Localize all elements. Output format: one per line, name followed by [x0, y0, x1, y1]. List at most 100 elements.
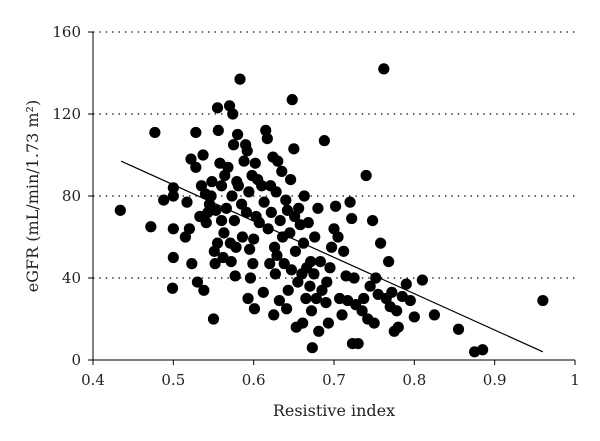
- data-point-97: [282, 284, 294, 296]
- data-point-7: [167, 190, 179, 202]
- data-point-50: [230, 241, 242, 253]
- data-point-25: [205, 190, 217, 202]
- x-tick-label-3: 0.7: [322, 371, 346, 389]
- data-point-101: [286, 94, 298, 106]
- data-point-60: [241, 145, 253, 157]
- data-point-67: [248, 233, 260, 245]
- data-point-135: [332, 231, 344, 243]
- data-point-102: [288, 143, 300, 155]
- data-point-144: [348, 272, 360, 284]
- data-point-47: [227, 139, 240, 151]
- data-point-55: [236, 198, 248, 210]
- data-point-141: [344, 196, 356, 208]
- data-point-38: [218, 227, 230, 239]
- data-point-167: [404, 294, 416, 307]
- data-point-117: [305, 256, 317, 268]
- data-point-83: [268, 309, 280, 321]
- data-point-10: [181, 196, 193, 208]
- data-point-8: [167, 182, 179, 194]
- data-point-19: [197, 149, 209, 161]
- data-point-127: [318, 135, 330, 147]
- data-point-94: [280, 194, 292, 206]
- data-point-16: [191, 276, 204, 288]
- data-point-171: [452, 323, 465, 335]
- data-point-20: [198, 284, 210, 296]
- data-point-128: [320, 297, 332, 309]
- data-point-26: [206, 176, 218, 188]
- data-point-138: [338, 245, 350, 257]
- data-point-68: [248, 303, 261, 315]
- x-tick-label-6: 1: [570, 371, 580, 389]
- data-point-157: [378, 63, 390, 75]
- data-point-73: [256, 180, 268, 192]
- data-point-33: [212, 124, 224, 136]
- data-point-56: [236, 231, 249, 243]
- data-point-142: [346, 212, 358, 225]
- data-point-74: [257, 286, 269, 298]
- data-points: [114, 63, 549, 358]
- data-point-29: [209, 258, 221, 270]
- data-point-62: [243, 186, 255, 198]
- data-point-169: [416, 274, 428, 286]
- x-tick-label-0: 0.4: [81, 371, 105, 389]
- data-point-41: [222, 161, 234, 173]
- data-point-132: [325, 241, 338, 253]
- data-point-149: [360, 169, 372, 182]
- x-axis-title: Resistive index: [273, 401, 395, 420]
- trendline-layer: [120, 160, 544, 353]
- data-point-121: [309, 231, 321, 243]
- data-point-163: [391, 305, 403, 317]
- data-point-110: [297, 317, 309, 329]
- data-point-52: [232, 128, 244, 141]
- data-point-22: [200, 217, 212, 229]
- y-tick-label-3: 120: [52, 105, 81, 123]
- data-point-152: [366, 215, 379, 227]
- gridlines: [93, 31, 575, 279]
- data-point-104: [289, 245, 302, 257]
- data-point-11: [183, 223, 195, 235]
- data-point-91: [276, 165, 288, 177]
- data-point-53: [232, 180, 245, 192]
- data-point-116: [304, 280, 316, 292]
- data-point-153: [368, 317, 380, 329]
- data-point-85: [269, 268, 281, 280]
- data-point-120: [308, 268, 320, 280]
- data-point-129: [321, 276, 333, 288]
- tick-labels: 0 40 80 120 160 0.4 0.5 0.6 0.7 0.8 0.9 1: [52, 23, 579, 389]
- data-point-57: [238, 155, 250, 167]
- data-point-134: [330, 200, 342, 212]
- data-point-44: [225, 256, 237, 268]
- data-point-35: [215, 180, 228, 192]
- data-point-14: [190, 126, 202, 139]
- data-point-170: [428, 309, 441, 321]
- data-point-122: [310, 292, 322, 305]
- y-axis-title: eGFR (mL/min/1.73 m²): [23, 100, 42, 292]
- data-point-36: [215, 215, 228, 227]
- data-point-90: [274, 215, 286, 227]
- data-point-3: [158, 194, 170, 206]
- x-tick-label-2: 0.6: [242, 371, 266, 389]
- data-point-15: [190, 161, 202, 173]
- data-point-119: [306, 342, 318, 354]
- data-point-147: [356, 305, 368, 317]
- data-point-124: [313, 325, 325, 337]
- data-point-2: [149, 126, 161, 139]
- data-point-63: [244, 243, 256, 255]
- data-point-125: [314, 256, 326, 268]
- data-point-156: [374, 237, 387, 249]
- data-point-64: [244, 272, 257, 284]
- y-tick-label-1: 40: [62, 269, 81, 287]
- data-point-31: [211, 237, 224, 249]
- data-point-95: [281, 303, 293, 315]
- data-point-159: [383, 256, 395, 268]
- data-point-27: [207, 313, 220, 325]
- data-point-89: [273, 294, 285, 307]
- data-point-4: [166, 282, 179, 294]
- data-point-100: [285, 264, 298, 276]
- data-point-164: [392, 321, 404, 333]
- data-point-173: [477, 344, 489, 356]
- data-point-12: [185, 153, 197, 165]
- data-point-87: [271, 249, 283, 262]
- data-point-161: [386, 286, 398, 298]
